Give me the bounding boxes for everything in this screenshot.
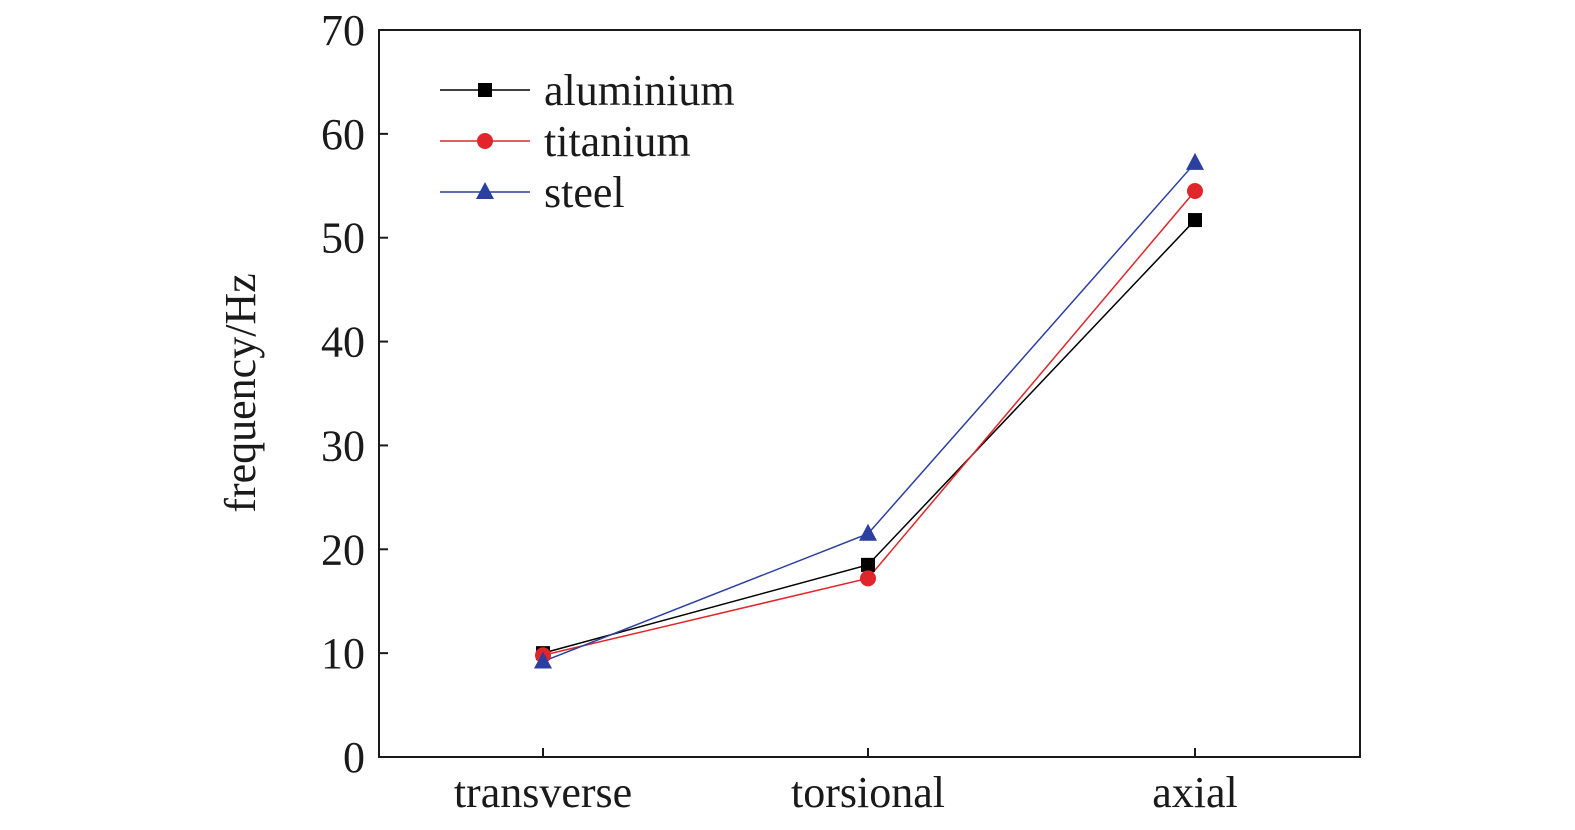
plot-area: 0 10 20 30 40 50 60 70 transverse torsional axial a… xyxy=(321,6,1361,817)
data-point-steel xyxy=(1186,152,1204,170)
x-tick-label: axial xyxy=(1152,768,1238,817)
y-tick-label: 60 xyxy=(321,110,365,159)
legend-marker-aluminium xyxy=(478,83,492,97)
legend-marker-titanium xyxy=(477,133,493,149)
legend-label-steel: steel xyxy=(544,168,625,217)
data-point-steel xyxy=(534,651,552,669)
y-tick-label: 10 xyxy=(321,629,365,678)
y-tick-label: 20 xyxy=(321,525,365,574)
series-line-aluminium xyxy=(542,219,1196,654)
y-tick-label: 40 xyxy=(321,318,365,367)
data-point-aluminium xyxy=(1188,213,1202,228)
data-point-titanium xyxy=(1187,182,1203,199)
y-tick-label: 50 xyxy=(321,214,365,263)
y-axis-label: frequency/Hz xyxy=(216,273,265,512)
y-tick-label: 70 xyxy=(321,6,365,55)
plot-frame xyxy=(378,29,1361,758)
y-tick-label: 0 xyxy=(343,733,365,782)
data-point-aluminium xyxy=(861,557,875,572)
legend-label-aluminium: aluminium xyxy=(544,66,735,115)
data-point-titanium xyxy=(860,570,876,587)
x-tick-label: torsional xyxy=(791,768,945,817)
x-tick-label: transverse xyxy=(454,768,632,817)
legend-marker-steel xyxy=(476,182,494,199)
y-tick-label: 30 xyxy=(321,421,365,470)
data-point-steel xyxy=(859,523,877,541)
legend-label-titanium: titanium xyxy=(544,117,691,166)
series-line-steel xyxy=(542,162,1196,663)
